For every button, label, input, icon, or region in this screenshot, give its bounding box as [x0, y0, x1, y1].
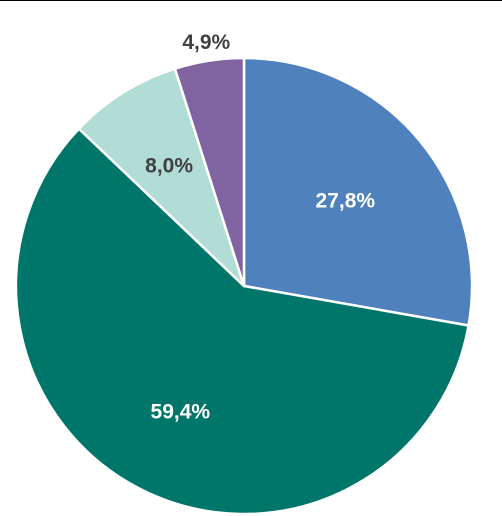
pie-slice-label-3: 8,0%	[145, 155, 193, 178]
pie-slice-1	[242, 56, 474, 327]
pie-slice-label-4: 4,9%	[182, 31, 230, 54]
pie-slice-label-2: 59,4%	[151, 401, 211, 424]
pie-slice-2	[14, 127, 470, 516]
pie-slice-label-1: 27,8%	[316, 190, 376, 213]
pie-slices	[14, 56, 474, 516]
pie-slice-3	[77, 67, 246, 288]
pie-labels: 27,8% 59,4% 8,0% 4,9%	[145, 31, 375, 424]
top-border-line	[0, 0, 502, 1]
pie-slice-4	[173, 56, 246, 288]
